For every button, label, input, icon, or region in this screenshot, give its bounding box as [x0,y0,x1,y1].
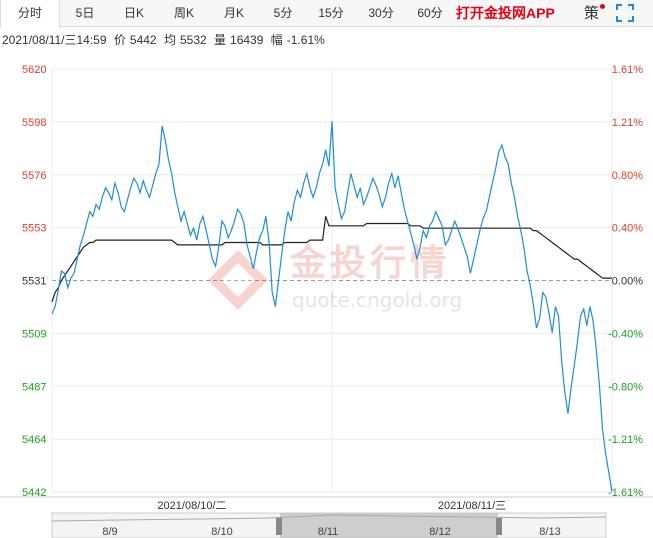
navigator-date-label: 8/13 [539,526,560,538]
x-date-label: 2021/08/10/二 [157,500,226,512]
x-axis-dates: 2021/08/10/二 2021/08/11/三 [157,500,506,512]
watermark-brand: 金投行情 [289,242,450,284]
y-tick-right: -1.21% [608,434,643,446]
notification-dot [600,4,605,9]
y-tick-right: 0.00% [612,276,643,288]
navigator-date-label: 8/12 [429,526,450,538]
info-avg: 5532 [179,33,207,47]
y-tick-left: 5487 [22,381,46,393]
period-tab-bar: 分时 5日 日K 周K 月K 5分 15分 30分 60分 打开金投网APP 策 [0,0,653,28]
y-tick-right: 1.21% [612,117,643,129]
y-tick-right: -0.40% [608,328,643,340]
quote-info-bar: 2021/08/11/三14:59 价 5442 均 5532 量 16439 幅 -1… [0,30,329,50]
info-volume: 16439 [230,33,264,47]
tab-5[interactable]: 5分 [273,6,293,20]
tab-2[interactable]: 日K [123,6,144,20]
y-tick-right: 1.61% [612,64,643,76]
intraday-chart[interactable]: 金投行情 quote.cngold.org 5620 5598 5576 5553 55… [0,55,653,538]
average-price-line [51,216,612,303]
info-change: -1.61% [286,33,325,47]
tab-7[interactable]: 30分 [368,6,394,20]
navigator-sparkline [51,514,607,522]
tab-6[interactable]: 15分 [318,6,344,20]
y-tick-left: 5531 [22,276,46,288]
tab-8[interactable]: 60分 [417,6,443,20]
y-tick-left: 5553 [22,223,46,235]
time-navigator: 8/9 8/10 8/11 8/12 8/13 [51,512,607,538]
y-tick-left: 5464 [22,434,46,446]
info-change-label: 幅 [270,33,283,47]
tab-1[interactable]: 5日 [75,6,95,20]
y-tick-right: -0.80% [608,381,643,393]
watermark-logo-icon [208,250,268,310]
navigator-handle-left[interactable] [276,517,282,535]
info-price: 5442 [129,33,157,47]
tab-4[interactable]: 月K [223,6,244,20]
y-tick-left: 5598 [22,117,46,129]
y-tick-right: -1.61% [608,487,643,499]
y-tick-right: 0.80% [612,170,643,182]
open-app-link[interactable]: 打开金投网APP [456,5,555,21]
x-date-label: 2021/08/11/三 [438,500,506,512]
y-tick-right: 0.40% [612,223,643,235]
navigator-date-label: 8/9 [102,526,117,538]
navigator-date-label: 8/10 [211,526,232,538]
watermark-url: quote.cngold.org [292,288,462,312]
y-tick-left: 5576 [22,170,46,182]
watermark: 金投行情 quote.cngold.org [208,242,462,312]
price-line [51,121,613,493]
info-avg-label: 均 [163,33,176,47]
y-tick-left: 5620 [22,64,46,76]
y-tick-left: 5509 [22,328,46,340]
tab-strategy[interactable]: 策 [584,5,600,22]
fullscreen-icon[interactable] [616,4,634,22]
navigator-date-label: 8/11 [318,526,339,538]
tab-0[interactable]: 分时 [0,0,60,28]
y-axis-right: 1.61% 1.21% 0.80% 0.40% 0.00% -0.40% -0.80% -1.… [608,64,643,499]
info-datetime: 2021/08/11/三14:59 [2,33,107,47]
info-volume-label: 量 [214,33,227,47]
y-tick-left: 5442 [22,487,46,499]
navigator-handle-right[interactable] [496,517,502,535]
info-price-label: 价 [113,33,126,47]
tab-3[interactable]: 周K [173,6,194,20]
y-axis-left: 5620 5598 5576 5553 5531 5509 5487 5464 5442 [22,64,46,499]
